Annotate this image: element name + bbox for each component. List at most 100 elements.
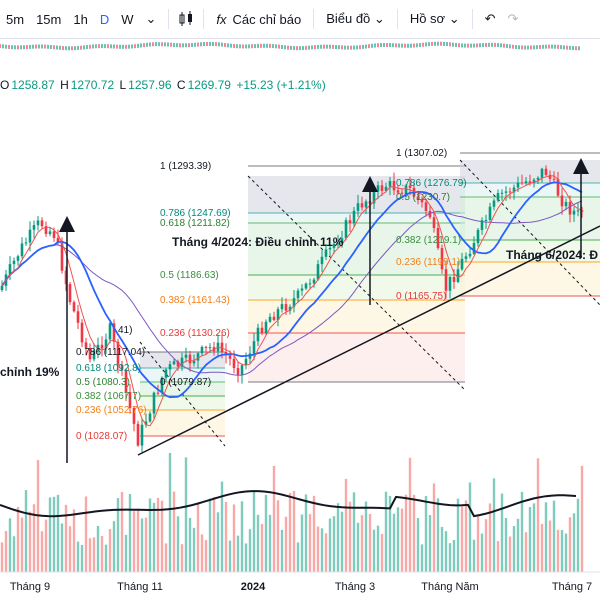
candle-body [356,203,360,211]
candle-body [276,309,280,321]
fib-level-label: 0.236 (1130.26) [160,328,230,339]
candle-body [272,316,276,321]
ma-fast-line [1,175,583,427]
arrow-right [573,158,589,258]
chart-menu-button[interactable]: Biểu đồ ⌄ [320,11,391,27]
candle-body [124,370,128,393]
volume-bar [200,534,204,572]
volume-bar [216,512,220,572]
volume-bar [72,509,76,572]
candle-body [316,264,320,280]
volume-bar [560,530,564,572]
candle-body [92,350,96,360]
fib-level-label: 0 (1165.75) [396,291,446,302]
candle-body [172,361,176,365]
top-toolbar: 5m 15m 1h D W ⌄ fx Các chỉ báo Biểu đồ ⌄ … [0,0,600,39]
x-axis-tick-label: Tháng 9 [10,581,50,593]
candle-body [416,196,420,200]
volume-bar [184,457,188,572]
candle-body [328,247,332,250]
x-axis-tick-label: Tháng 11 [117,581,163,593]
candle-body [116,341,120,365]
interval-d[interactable]: D [99,11,110,27]
candle-body [252,341,256,354]
volume-bar [528,507,532,572]
candle-body [344,220,348,239]
volume-bar [540,523,544,572]
volume-bar [120,492,124,572]
volume-bar [324,533,328,572]
candle-body [560,195,564,207]
fib-band [248,300,465,333]
volume-bar [60,523,64,572]
profile-menu-button[interactable]: Hồ sơ ⌄ [404,11,466,27]
ohlc-l-label: L [119,78,127,92]
candle-body [532,179,536,183]
volume-bar [260,523,264,572]
volume-bar [108,529,112,572]
volume-bar [136,508,140,572]
ohlc-c-label: C [176,78,186,92]
fib-band [460,240,600,262]
ohlc-change: +15.23 (+1.21%) [236,78,326,92]
volume-bar [248,529,252,572]
candle-body [376,185,380,192]
candle-body [208,347,212,349]
candle-body [156,392,160,394]
candle-body [292,298,296,307]
candle-body [280,304,284,310]
volume-bar [352,492,356,572]
volume-bar [112,521,116,572]
volume-bar [116,498,120,572]
candle-body [192,360,196,364]
candle-body [492,200,496,207]
fib-band [460,197,600,240]
candle-body [396,190,400,193]
candlestick-icon[interactable] [175,8,197,30]
candle-body [64,270,68,285]
candle-body [536,177,540,180]
volume-bar [40,531,44,572]
candle-body [524,181,528,184]
candle-body [128,392,132,408]
redo-icon[interactable]: ↷ [507,11,519,26]
interval-dropdown-icon[interactable]: ⌄ [145,11,157,26]
volume-bar [180,544,184,572]
volume-bar [264,494,268,572]
candle-body [544,168,548,175]
volume-bar [168,452,172,572]
volume-bar [32,504,36,572]
fib-level-label: 0.786 (1276.79) [396,178,467,189]
volume-bar [236,535,240,572]
indicators-button[interactable]: fx Các chỉ báo [210,12,307,27]
candle-body [16,256,20,261]
trend-line[interactable] [137,225,600,456]
volume-bar [84,496,88,572]
volume-bar [268,514,272,572]
interval-w[interactable]: W [121,11,134,27]
volume-bar [228,540,232,572]
candle-body [580,210,584,212]
volume-bar [500,493,504,572]
candle-body [228,355,232,359]
interval-1h[interactable]: 1h [73,11,88,27]
candle-body [152,392,156,414]
volume-bar [96,525,100,572]
interval-5m[interactable]: 5m [6,11,25,27]
candle-body [496,193,500,201]
ohlc-h-label: H [60,78,69,92]
candle-body [56,237,60,243]
candle-body [48,231,52,234]
candle-body [264,321,268,333]
volume-bar [52,496,56,572]
undo-icon[interactable]: ↶ [484,11,496,26]
interval-15m[interactable]: 15m [36,11,62,27]
ma-mid-line [1,181,583,399]
candle-body [296,290,300,299]
candle-body [548,174,552,179]
volume-bar [320,528,324,572]
volume-bar [372,529,376,572]
candle-body [372,191,376,204]
divider [313,9,315,29]
